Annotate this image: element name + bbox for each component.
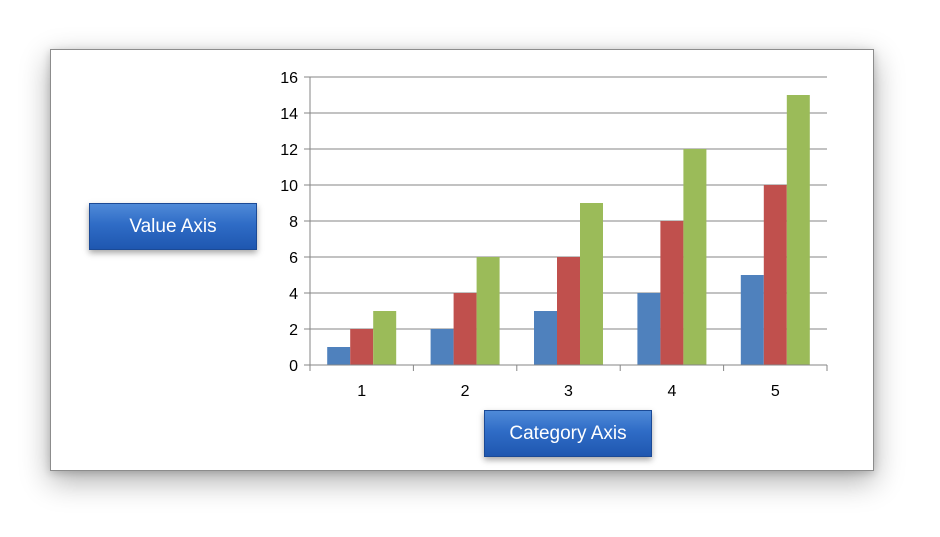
bars bbox=[327, 95, 810, 365]
x-tick-label: 3 bbox=[564, 383, 573, 400]
bar bbox=[476, 257, 500, 365]
y-tick-label: 0 bbox=[289, 358, 298, 375]
bar bbox=[534, 311, 557, 365]
x-tick-label: 5 bbox=[771, 383, 780, 400]
axes bbox=[304, 76, 828, 371]
category-axis-title: Category Axis bbox=[484, 410, 652, 457]
category-axis-title-text: Category Axis bbox=[509, 422, 627, 444]
x-tick-label: 1 bbox=[357, 383, 366, 400]
y-tick-label: 10 bbox=[280, 178, 298, 195]
y-tick-labels: 0 2 4 6 8 10 12 14 16 bbox=[280, 70, 298, 375]
bar bbox=[740, 275, 764, 365]
y-tick-label: 14 bbox=[280, 106, 298, 123]
y-tick-label: 4 bbox=[289, 286, 298, 303]
x-tick-labels: 1 2 3 4 5 bbox=[357, 383, 780, 400]
bar bbox=[557, 257, 580, 365]
x-tick-label: 4 bbox=[667, 383, 676, 400]
value-axis-title-text: Value Axis bbox=[129, 215, 217, 237]
bar bbox=[637, 293, 661, 365]
bar bbox=[660, 221, 684, 365]
bar bbox=[763, 185, 787, 365]
bar bbox=[327, 347, 351, 365]
chart-frame bbox=[50, 49, 874, 471]
y-tick-label: 2 bbox=[289, 322, 298, 339]
bar bbox=[683, 149, 707, 365]
bar bbox=[453, 293, 477, 365]
x-tick-label: 2 bbox=[461, 383, 470, 400]
y-tick-label: 16 bbox=[280, 70, 298, 87]
y-tick-label: 12 bbox=[280, 142, 298, 159]
bar bbox=[373, 311, 397, 365]
y-tick-label: 8 bbox=[289, 214, 298, 231]
bar bbox=[430, 329, 454, 365]
value-axis-title: Value Axis bbox=[89, 203, 257, 250]
bar bbox=[580, 203, 603, 365]
bar bbox=[350, 329, 374, 365]
bar bbox=[786, 95, 810, 365]
y-tick-label: 6 bbox=[289, 250, 298, 267]
